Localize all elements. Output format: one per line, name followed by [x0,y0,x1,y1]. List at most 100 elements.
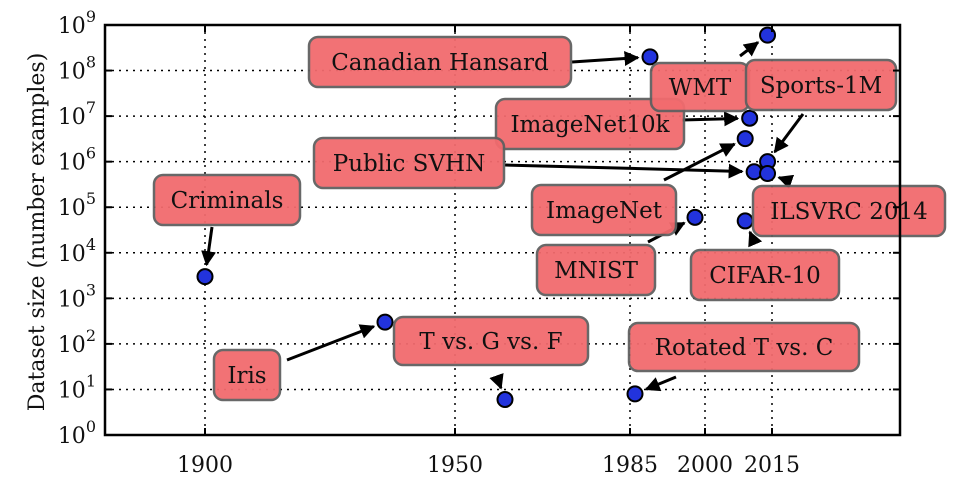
label-text: Public SVHN [333,151,485,177]
x-tick-label: 1900 [177,453,233,478]
y-tick-base: 10 [58,105,86,130]
arrow-10 [739,41,760,58]
point-label: Sports-1M [744,58,898,112]
label-box [312,136,506,190]
data-point [626,385,644,403]
data-point [741,109,759,127]
label-text: Sports-1M [760,73,882,99]
point-label: Criminals [152,173,302,227]
y-tick-exponent: 2 [86,326,96,345]
data-point [376,313,394,331]
y-tick-exponent: 7 [86,98,96,117]
data-point [686,208,704,226]
x-tick-label: 2000 [677,453,733,478]
data-point [641,48,659,66]
arrow-12 [777,174,795,190]
plot-frame [103,23,902,437]
data-point [196,268,214,286]
label-text: Canadian Hansard [331,50,549,76]
y-tick-label: 100 [58,417,96,449]
y-tick-label: 106 [58,144,96,176]
label-box [307,35,573,89]
y-tick-base: 10 [58,378,86,403]
y-tick-base: 10 [58,60,86,85]
label-box [627,321,861,373]
label-text: ImageNet [546,198,663,224]
data-point [736,130,754,148]
arrow-1 [286,324,376,362]
data-point [496,391,514,409]
label-text: ILSVRC 2014 [770,199,928,225]
y-tick-base: 10 [58,151,86,176]
y-tick-label: 103 [58,280,96,312]
arrow-0 [201,226,216,267]
y-tick-exponent: 5 [86,189,96,208]
y-tick-exponent: 6 [86,144,96,163]
label-box [535,243,657,297]
y-tick-base: 10 [58,196,86,221]
y-tick-exponent: 3 [86,280,96,299]
y-tick-exponent: 9 [86,7,96,26]
y-tick-base: 10 [58,287,86,312]
arrow-7 [663,142,736,182]
point-label: CIFAR-10 [689,248,841,302]
x-tick-label: 1950 [427,453,483,478]
point-label: ImageNet10k [494,97,686,151]
y-tick-base: 10 [58,333,86,358]
label-box [530,183,678,237]
point-label: Rotated T vs. C [627,321,861,373]
y-tick-label: 102 [58,326,96,358]
y-tick-base: 10 [58,242,86,267]
y-tick-exponent: 8 [86,53,96,72]
point-labels: Criminals Iris T vs. G vs. F Rotated T vs. … [152,35,947,402]
data-point [759,164,777,182]
label-text: Criminals [171,188,284,214]
x-tick-label: 1985 [602,453,658,478]
point-label: WMT [649,61,751,113]
label-box [689,248,841,302]
arrow-3 [644,375,677,392]
label-text: WMT [669,75,732,101]
point-label: Public SVHN [312,136,506,190]
y-tick-base: 10 [58,14,86,39]
point-label: ILSVRC 2014 [751,184,947,238]
y-tick-exponent: 1 [86,371,96,390]
arrow-11 [773,113,805,154]
label-box [392,315,590,367]
point-label: T vs. G vs. F [392,315,590,367]
label-box [751,184,947,238]
label-box [494,97,686,151]
y-tick-label: 104 [58,235,96,267]
y-tick-label: 105 [58,189,96,221]
label-text: ImageNet10k [510,112,670,138]
point-label: Iris [212,348,282,402]
x-axis-ticks: 1900 1950 1985 2000 2015 [177,25,800,478]
point-label: ImageNet [530,183,678,237]
label-box [744,58,898,112]
label-text: CIFAR-10 [709,263,821,289]
label-text: T vs. G vs. F [419,329,562,355]
point-label: Canadian Hansard [307,35,573,89]
point-label: MNIST [535,243,657,297]
data-point [736,212,754,230]
arrow-9 [504,163,744,179]
y-tick-label: 101 [58,371,96,403]
y-tick-label: 108 [58,53,96,85]
y-tick-label: 107 [58,98,96,130]
label-box [152,173,302,227]
y-tick-label: 109 [58,7,96,39]
label-text: Rotated T vs. C [655,335,834,361]
data-points [196,26,777,409]
y-tick-exponent: 4 [86,235,96,254]
label-text: MNIST [554,258,639,284]
arrow-6 [748,230,763,248]
label-text: Iris [227,363,266,389]
y-tick-base: 10 [58,424,86,449]
y-tick-exponent: 0 [86,417,96,436]
arrows [201,41,805,392]
arrow-2 [489,373,504,390]
y-axis-label: Dataset size (number examples) [25,53,50,412]
arrow-4 [571,51,640,67]
